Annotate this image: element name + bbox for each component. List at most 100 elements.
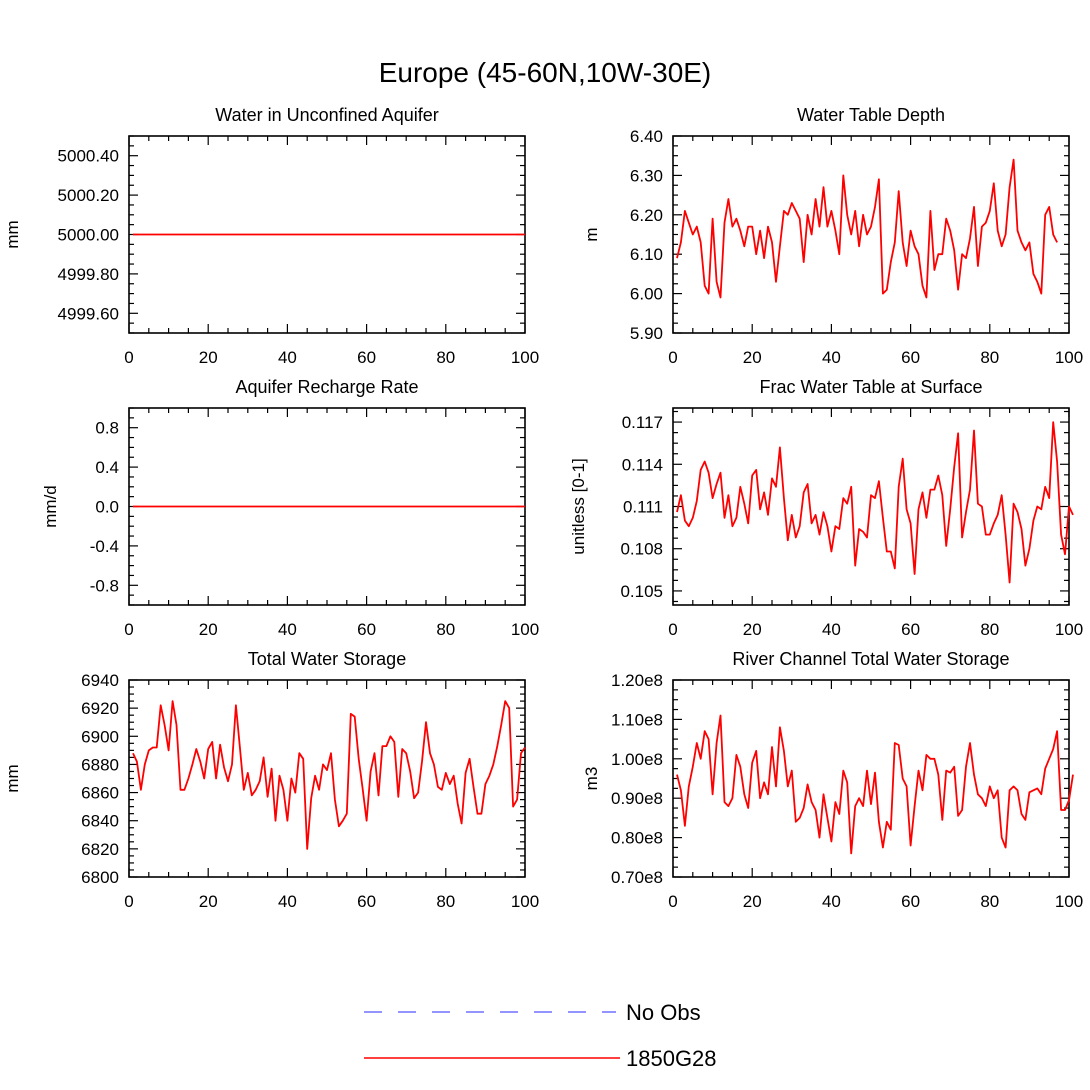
panel-title: Aquifer Recharge Rate [235, 377, 418, 397]
plot-frame [672, 135, 1070, 334]
x-tick-label: 80 [436, 348, 455, 367]
plot-frame [672, 679, 1070, 878]
y-axis-label: unitless [0-1] [569, 458, 588, 554]
series-line-1850g28 [676, 714, 1074, 855]
x-tick-label: 40 [278, 348, 297, 367]
x-tick-label: 0 [124, 348, 133, 367]
y-tick-label: 0.8 [95, 419, 119, 438]
x-tick-label: 80 [980, 348, 999, 367]
legend: No Obs 1850G28 [364, 1000, 717, 1071]
x-tick-label: 0 [124, 892, 133, 911]
x-tick-label: 0 [668, 620, 677, 639]
x-tick-label: 40 [822, 348, 841, 367]
y-axis-label: mm/d [41, 485, 60, 528]
legend-label-1850g28: 1850G28 [626, 1046, 717, 1071]
y-axis-label: m3 [582, 767, 601, 791]
y-tick-label: 0.90e8 [611, 789, 663, 808]
x-tick-label: 20 [743, 620, 762, 639]
x-tick-label: 60 [901, 620, 920, 639]
panel-title: Water in Unconfined Aquifer [215, 105, 438, 125]
panel-title: Total Water Storage [248, 649, 406, 669]
y-tick-label: 0.4 [95, 458, 119, 477]
y-tick-label: -0.8 [90, 576, 119, 595]
y-axis-label: mm [3, 220, 22, 248]
x-tick-label: 60 [901, 348, 920, 367]
legend-label-no-obs: No Obs [626, 1000, 701, 1025]
y-tick-label: 6800 [81, 868, 119, 887]
panel-aquifer-recharge-rate: Aquifer Recharge Rate 0 20 40 60 80 100 -0.8 -0.… [41, 377, 539, 639]
y-tick-label: 6860 [81, 784, 119, 803]
panel-water-table-depth: Water Table Depth 0 20 40 60 80 100 5.90 6.00 6.1… [582, 105, 1083, 367]
x-tick-label: 100 [1055, 620, 1083, 639]
panel-title: River Channel Total Water Storage [732, 649, 1009, 669]
x-tick-label: 100 [1055, 892, 1083, 911]
y-tick-label: 1.00e8 [611, 750, 663, 769]
y-tick-label: 0.80e8 [611, 829, 663, 848]
x-tick-label: 40 [278, 892, 297, 911]
figure-title: Europe (45-60N,10W-30E) [379, 57, 712, 88]
series-line-1850g28 [132, 700, 526, 850]
x-tick-label: 20 [743, 348, 762, 367]
series-line-1850g28 [676, 158, 1058, 299]
y-tick-label: 0.70e8 [611, 868, 663, 887]
y-tick-label: 6840 [81, 812, 119, 831]
panel-title: Frac Water Table at Surface [759, 377, 982, 397]
x-tick-label: 80 [436, 892, 455, 911]
y-tick-label: 1.20e8 [611, 671, 663, 690]
x-tick-label: 0 [124, 620, 133, 639]
x-tick-label: 60 [357, 348, 376, 367]
y-tick-label: 4999.80 [58, 265, 119, 284]
x-tick-label: 60 [357, 892, 376, 911]
y-tick-label: 6.40 [630, 127, 663, 146]
y-tick-label: 5000.40 [58, 147, 119, 166]
y-tick-label: 6.00 [630, 285, 663, 304]
y-tick-label: 4999.60 [58, 304, 119, 323]
y-tick-label: 6820 [81, 840, 119, 859]
y-tick-label: 5000.00 [58, 226, 119, 245]
x-tick-label: 80 [436, 620, 455, 639]
y-tick-label: -0.4 [90, 537, 119, 556]
y-tick-label: 6900 [81, 727, 119, 746]
panel-frac-water-table-at-surface: Frac Water Table at Surface 0 20 40 60 80 100 0… [569, 377, 1083, 639]
y-tick-label: 5.90 [630, 324, 663, 343]
x-tick-label: 0 [668, 892, 677, 911]
x-tick-label: 20 [199, 620, 218, 639]
x-tick-label: 100 [511, 892, 539, 911]
x-tick-label: 60 [901, 892, 920, 911]
y-tick-label: 6880 [81, 755, 119, 774]
y-tick-label: 6.20 [630, 206, 663, 225]
series-line-1850g28 [676, 421, 1074, 584]
y-tick-label: 0.111 [623, 498, 663, 517]
panel-title: Water Table Depth [797, 105, 945, 125]
y-tick-label: 0.114 [622, 455, 663, 474]
y-tick-label: 6940 [81, 671, 119, 690]
panel-river-channel-total-water-storage: River Channel Total Water Storage 0 20 40 60… [582, 649, 1083, 911]
panels: Water in Unconfined Aquifer 0 20 40 60 80 100 4… [3, 105, 1083, 911]
y-tick-label: 0.117 [622, 413, 663, 432]
y-axis-label: m [582, 227, 601, 241]
y-tick-label: 1.10e8 [611, 710, 663, 729]
panel-total-water-storage: Total Water Storage 0 20 40 60 80 100 6800 6820 6… [3, 649, 539, 911]
y-axis-label: mm [3, 764, 22, 792]
y-tick-label: 0.108 [620, 540, 663, 559]
y-tick-label: 6.30 [630, 166, 663, 185]
x-tick-label: 80 [980, 620, 999, 639]
x-tick-label: 20 [199, 892, 218, 911]
x-tick-label: 40 [822, 620, 841, 639]
x-tick-label: 40 [278, 620, 297, 639]
x-tick-label: 100 [511, 620, 539, 639]
x-tick-label: 40 [822, 892, 841, 911]
y-tick-label: 0.105 [620, 582, 663, 601]
y-tick-label: 5000.20 [58, 186, 119, 205]
x-tick-label: 60 [357, 620, 376, 639]
x-tick-label: 80 [980, 892, 999, 911]
y-tick-label: 6.10 [630, 245, 663, 264]
panel-water-in-unconfined-aquifer: Water in Unconfined Aquifer 0 20 40 60 80 100 4… [3, 105, 539, 367]
x-tick-label: 100 [1055, 348, 1083, 367]
y-tick-label: 0.0 [95, 498, 119, 517]
x-tick-label: 20 [743, 892, 762, 911]
x-tick-label: 0 [668, 348, 677, 367]
y-tick-label: 6920 [81, 699, 119, 718]
x-tick-label: 100 [511, 348, 539, 367]
